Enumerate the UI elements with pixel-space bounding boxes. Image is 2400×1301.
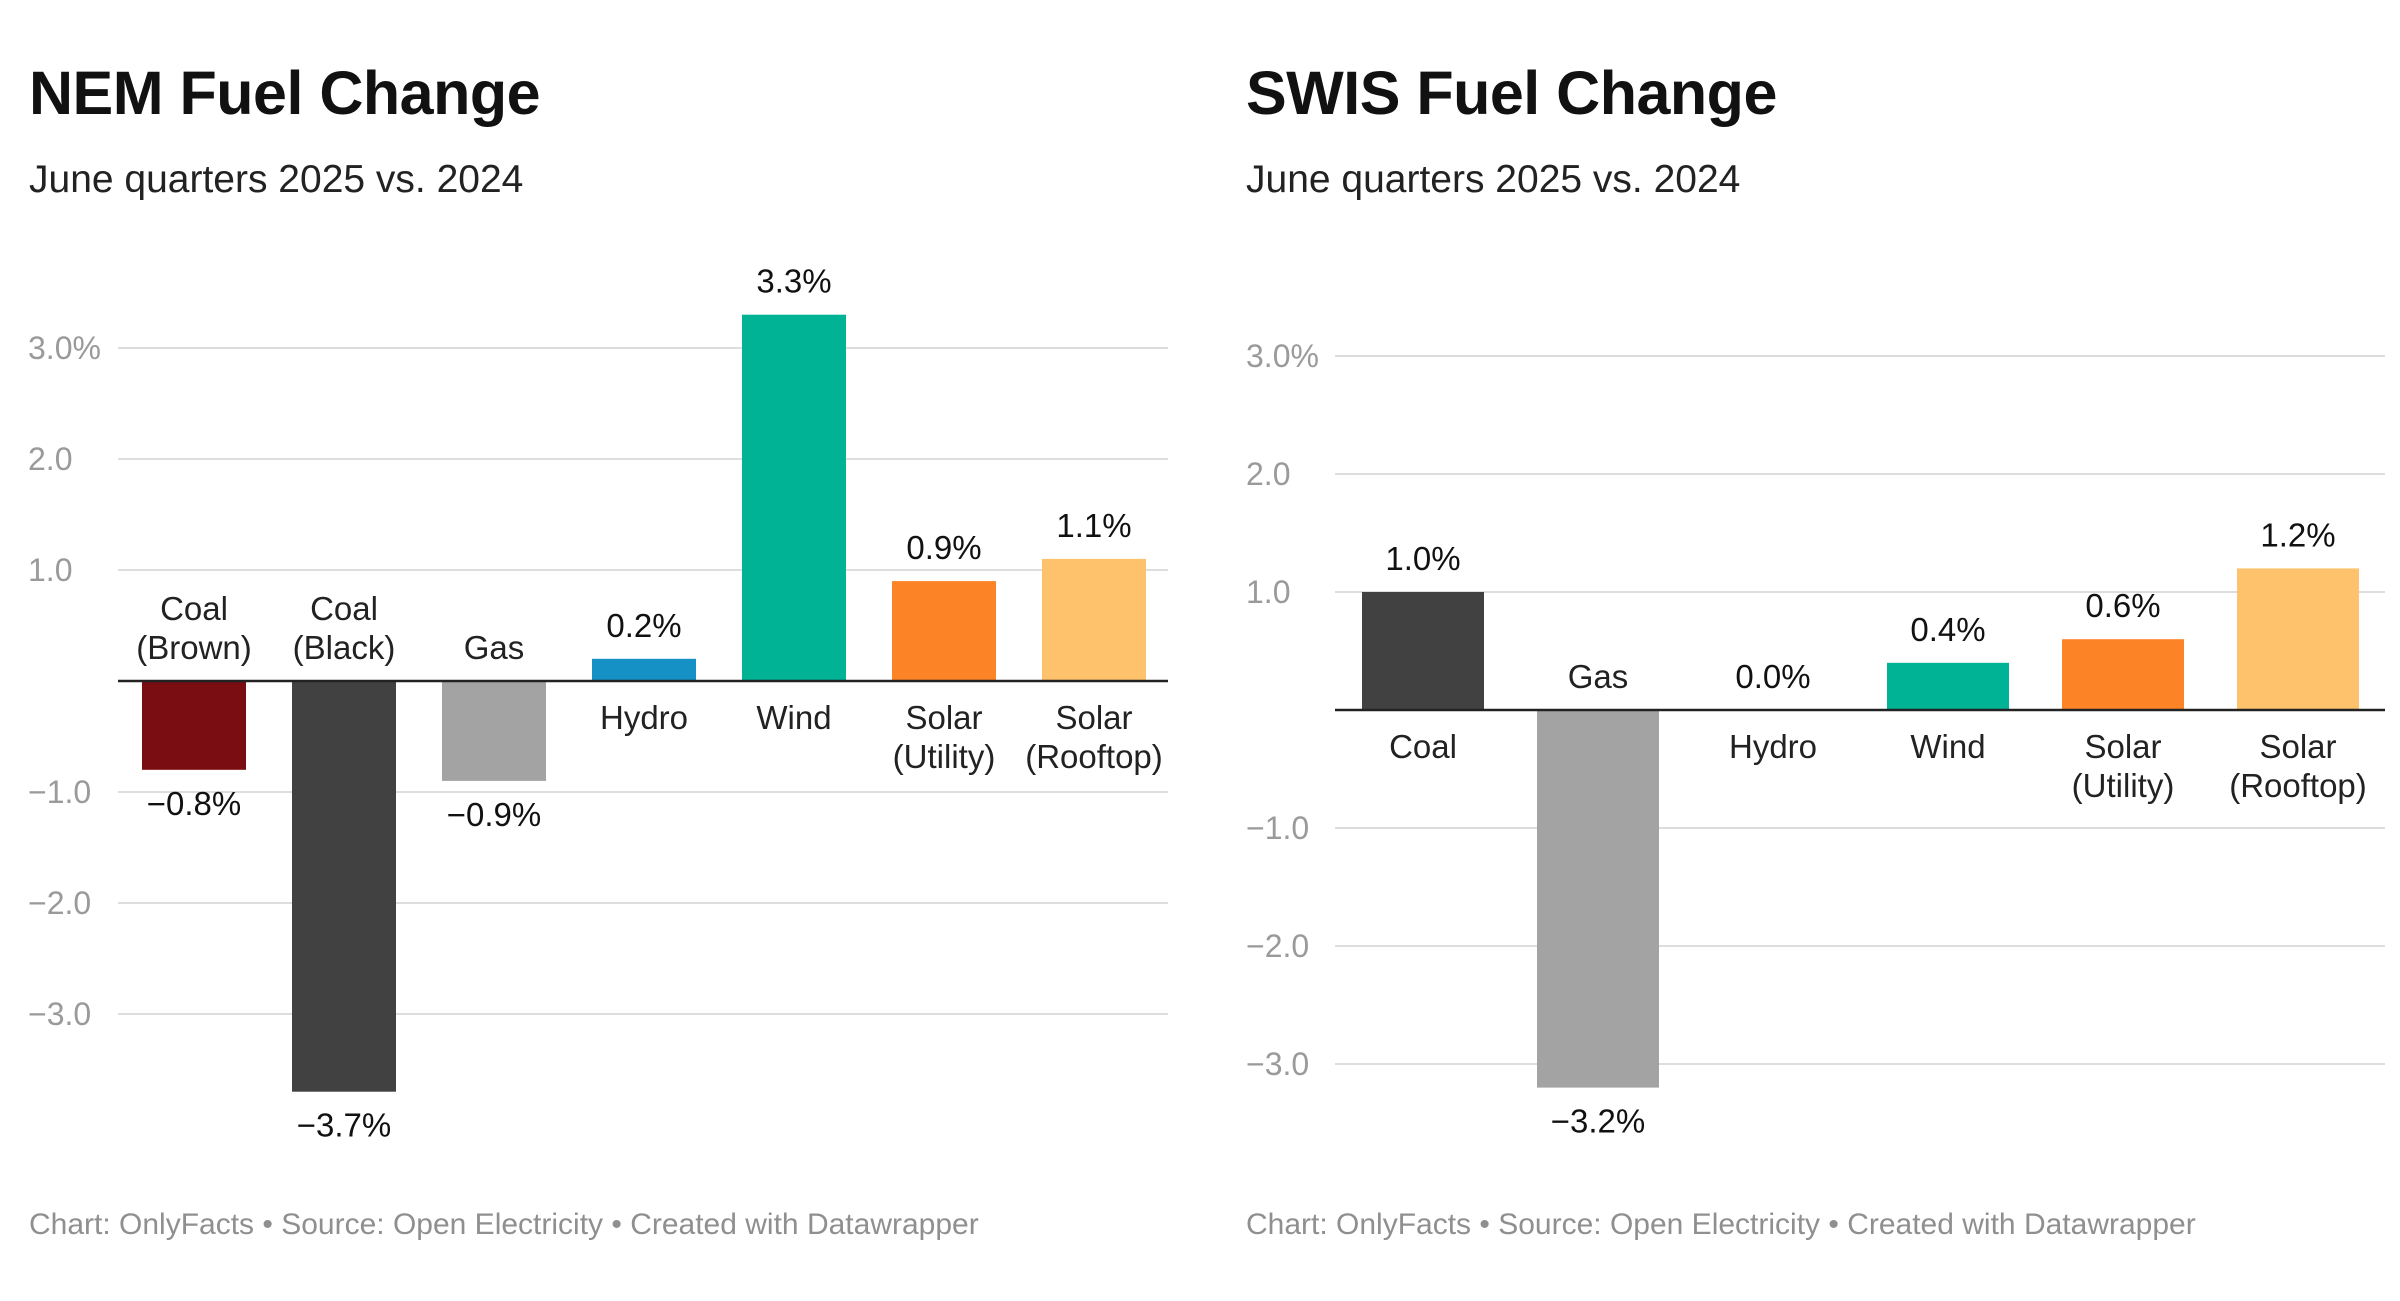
nem-value-label: −3.7% [297, 1107, 392, 1144]
nem-y-tick-label: −2.0 [28, 885, 91, 921]
swis-y-tick-label: −1.0 [1246, 810, 1309, 846]
nem-category-label: Solar [1055, 699, 1132, 736]
swis-y-tick-label: −2.0 [1246, 928, 1309, 964]
nem-bar [592, 658, 696, 681]
nem-value-label: 0.2% [606, 607, 681, 644]
swis-chart-title: SWIS Fuel Change [1246, 59, 1777, 127]
swis-chart-subtitle: June quarters 2025 vs. 2024 [1246, 158, 1741, 201]
nem-bar-chart: 3.0%2.01.0−1.0−2.0−3.0Coal(Brown)−0.8%Co… [28, 263, 1168, 1144]
swis-chart-panel: SWIS Fuel Change June quarters 2025 vs. … [1217, 0, 2397, 1301]
swis-bar [1537, 710, 1659, 1088]
nem-category-label: (Utility) [893, 738, 996, 775]
swis-category-label: Gas [1568, 658, 1629, 695]
swis-chart-footer: Chart: OnlyFacts • Source: Open Electric… [1246, 1208, 2196, 1241]
swis-category-label: (Rooftop) [2229, 767, 2367, 804]
nem-value-label: −0.8% [147, 785, 242, 822]
swis-category-label: (Utility) [2072, 767, 2175, 804]
swis-bar [1887, 662, 2009, 710]
nem-value-label: 3.3% [756, 263, 831, 300]
nem-bar [142, 681, 246, 770]
nem-chart-title: NEM Fuel Change [29, 59, 541, 127]
swis-value-label: 0.0% [1735, 658, 1810, 695]
nem-category-label: (Brown) [136, 629, 252, 666]
swis-bar-chart: 3.0% 2.0 1.0 −1.0 −2.0 −3.0 Coal 1.0% Gas −3.2% Hy… [1246, 338, 2385, 1140]
swis-value-label: 0.6% [2085, 587, 2160, 624]
swis-bar [2062, 639, 2184, 710]
nem-category-label: Gas [464, 629, 525, 666]
swis-value-label: −3.2% [1551, 1103, 1646, 1140]
swis-value-label: 1.0% [1385, 540, 1460, 577]
nem-category-label: (Rooftop) [1025, 738, 1163, 775]
nem-value-label: 1.1% [1056, 507, 1131, 544]
nem-chart-footer: Chart: OnlyFacts • Source: Open Electric… [29, 1208, 979, 1241]
nem-y-tick-label: 2.0 [28, 441, 72, 477]
swis-value-label: 0.4% [1910, 611, 1985, 648]
swis-value-label: 1.2% [2260, 516, 2335, 553]
swis-y-tick-label: 3.0% [1246, 338, 1319, 374]
swis-category-label: Solar [2259, 728, 2336, 765]
nem-bar [442, 681, 546, 781]
nem-y-tick-label: 1.0 [28, 552, 72, 588]
swis-y-tick-label: 2.0 [1246, 456, 1290, 492]
nem-value-label: −0.9% [447, 796, 542, 833]
swis-bar [2237, 568, 2359, 710]
nem-bar [892, 581, 996, 681]
nem-category-label: Solar [905, 699, 982, 736]
nem-bar [742, 314, 846, 681]
swis-bar [1362, 592, 1484, 710]
nem-bar [1042, 558, 1146, 681]
nem-chart-panel: NEM Fuel Change June quarters 2025 vs. 2… [0, 0, 1180, 1301]
nem-y-tick-label: 3.0% [28, 330, 101, 366]
nem-y-tick-label: −3.0 [28, 996, 91, 1032]
nem-category-label: Coal [310, 590, 378, 627]
swis-category-label: Coal [1389, 728, 1457, 765]
nem-chart-subtitle: June quarters 2025 vs. 2024 [29, 158, 524, 201]
swis-category-label: Wind [1910, 728, 1985, 765]
swis-category-label: Hydro [1729, 728, 1817, 765]
nem-bar [292, 681, 396, 1092]
nem-value-label: 0.9% [906, 529, 981, 566]
nem-y-tick-label: −1.0 [28, 774, 91, 810]
nem-category-label: Hydro [600, 699, 688, 736]
nem-category-label: (Black) [293, 629, 396, 666]
nem-category-label: Coal [160, 590, 228, 627]
swis-y-tick-label: −3.0 [1246, 1046, 1309, 1082]
swis-y-tick-label: 1.0 [1246, 574, 1290, 610]
nem-category-label: Wind [756, 699, 831, 736]
swis-category-label: Solar [2084, 728, 2161, 765]
